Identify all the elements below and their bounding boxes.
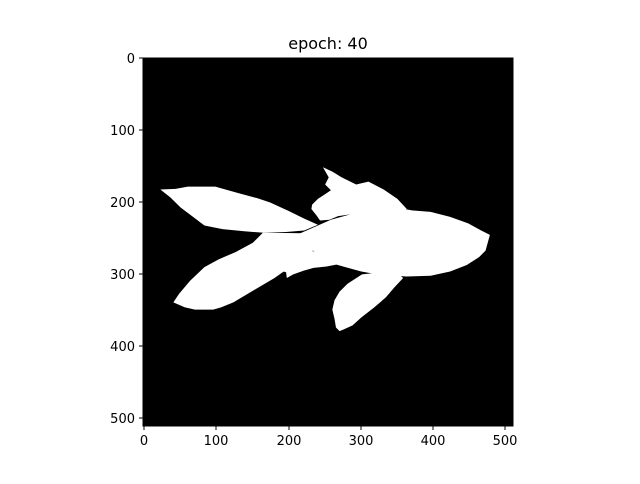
x-tick-label: 300 (349, 434, 374, 449)
y-tick-label: 0 (127, 52, 135, 67)
x-tick-label: 0 (140, 434, 148, 449)
x-tick-label: 200 (277, 434, 302, 449)
pelvic-fin (283, 249, 347, 278)
x-tick-label: 500 (493, 434, 518, 449)
y-tick-label: 100 (110, 124, 135, 139)
fish-body (298, 205, 490, 277)
y-tick-label: 200 (110, 196, 135, 211)
y-tick-label: 500 (110, 412, 135, 427)
y-tick-label: 300 (110, 268, 135, 283)
fish-silhouette-mask (160, 167, 490, 332)
upper-tail-fin (160, 186, 318, 233)
axes-frame (142, 57, 514, 427)
x-axis: 0 100 200 300 400 500 (140, 426, 518, 449)
x-tick-label: 100 (204, 434, 229, 449)
y-axis: 0 100 200 300 400 500 (110, 52, 143, 427)
lower-tail-fin (173, 232, 330, 310)
x-tick-label: 400 (421, 434, 446, 449)
figure-title: epoch: 40 (288, 34, 368, 53)
anal-fin (332, 272, 404, 332)
dorsal-fin (311, 167, 407, 221)
y-tick-label: 400 (110, 340, 135, 355)
